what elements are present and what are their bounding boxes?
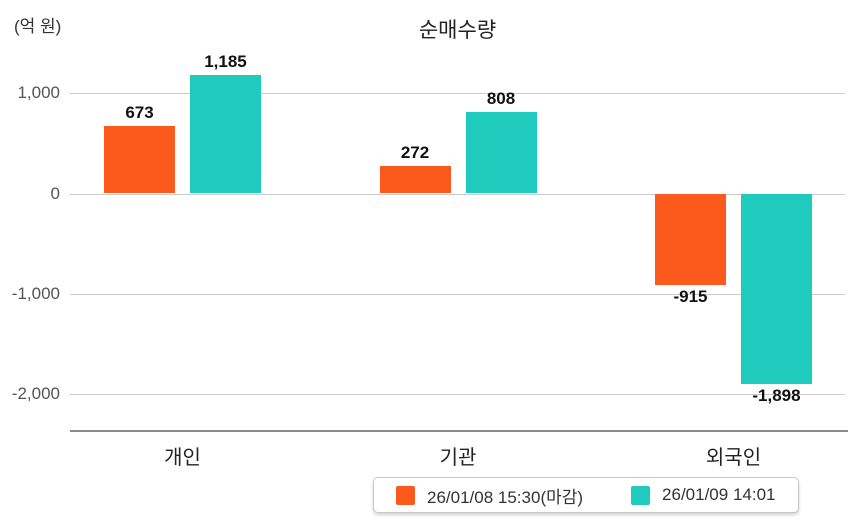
bar[interactable]: [104, 125, 175, 194]
x-axis-line: [70, 430, 848, 432]
legend: 26/01/08 15:30(마감) 26/01/09 14:01: [373, 477, 799, 513]
bar-value-label: -1,898: [752, 386, 801, 406]
y-tick-label: 0: [50, 183, 60, 203]
category-label: 기관: [439, 447, 477, 469]
bar[interactable]: [190, 74, 261, 194]
bar-value-label: 272: [400, 143, 430, 163]
bar[interactable]: [465, 112, 537, 194]
gridline: [70, 93, 845, 95]
bar-value-label: 808: [486, 89, 516, 109]
bar[interactable]: [655, 193, 726, 286]
y-tick-label: -1,000: [11, 283, 60, 303]
category-label: 외국인: [705, 447, 762, 469]
category-label: 개인: [164, 447, 201, 469]
gridline: [70, 293, 845, 295]
bar[interactable]: [741, 193, 812, 385]
bar-value-label: 673: [125, 102, 154, 122]
y-axis-unit-label: (억 원): [14, 17, 62, 36]
y-tick-label: -2,000: [11, 384, 60, 404]
gridline: [70, 193, 845, 195]
bar[interactable]: [379, 166, 451, 194]
gridline: [70, 394, 845, 396]
legend-item[interactable]: 26/01/09 14:01: [631, 485, 776, 505]
legend-item[interactable]: 26/01/08 15:30(마감): [396, 483, 583, 508]
legend-swatch-icon: [396, 485, 415, 505]
legend-swatch-icon: [631, 485, 651, 505]
y-tick-label: 1,000: [17, 83, 60, 103]
legend-item-label: 26/01/08 15:30(마감): [427, 487, 584, 507]
chart-title: 순매수량: [418, 19, 497, 42]
bar-value-label: -915: [673, 287, 708, 307]
legend-item-label: 26/01/09 14:01: [662, 485, 776, 504]
bar-value-label: 1,185: [204, 51, 247, 71]
